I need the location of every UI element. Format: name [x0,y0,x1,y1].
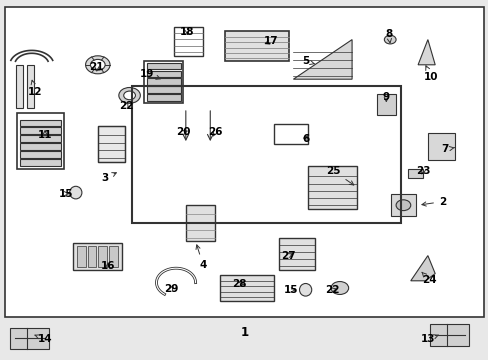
FancyBboxPatch shape [20,159,61,166]
FancyBboxPatch shape [20,135,61,142]
FancyBboxPatch shape [87,246,96,267]
Circle shape [384,35,395,44]
Ellipse shape [299,284,311,296]
Text: 26: 26 [207,127,222,138]
Text: 16: 16 [100,261,115,271]
Circle shape [330,282,348,294]
Polygon shape [417,40,434,65]
FancyBboxPatch shape [146,78,181,85]
Polygon shape [410,256,434,281]
FancyBboxPatch shape [376,94,395,115]
Text: 4: 4 [196,245,206,270]
Text: 1: 1 [240,327,248,339]
Text: 22: 22 [119,101,133,111]
Text: 29: 29 [163,284,178,294]
Text: 15: 15 [59,189,73,199]
Text: 23: 23 [415,166,429,176]
Circle shape [90,59,105,70]
Text: 18: 18 [180,27,194,37]
FancyBboxPatch shape [77,246,85,267]
Text: 24: 24 [421,272,436,285]
Text: 12: 12 [28,80,42,97]
Circle shape [85,56,110,74]
Text: 25: 25 [325,166,353,185]
FancyBboxPatch shape [27,65,34,108]
Text: 22: 22 [325,285,339,295]
Polygon shape [429,324,468,346]
FancyBboxPatch shape [98,126,124,162]
Text: 7: 7 [440,144,453,154]
FancyBboxPatch shape [98,246,107,267]
FancyBboxPatch shape [20,151,61,158]
FancyBboxPatch shape [73,243,122,270]
FancyBboxPatch shape [109,246,118,267]
FancyBboxPatch shape [224,31,288,61]
Text: 20: 20 [176,127,190,138]
Text: 27: 27 [281,251,295,261]
FancyBboxPatch shape [220,275,273,301]
Text: 15: 15 [283,285,298,295]
Text: 14: 14 [35,334,52,344]
FancyBboxPatch shape [146,63,181,69]
FancyBboxPatch shape [20,143,61,150]
Text: 6: 6 [302,134,308,144]
FancyBboxPatch shape [407,169,422,178]
FancyBboxPatch shape [5,7,483,317]
FancyBboxPatch shape [20,120,61,126]
Text: 13: 13 [420,334,437,344]
Polygon shape [10,328,49,349]
FancyBboxPatch shape [16,65,23,108]
Text: 3: 3 [102,173,116,183]
Text: 28: 28 [232,279,246,289]
Text: 9: 9 [382,92,389,102]
Text: 5: 5 [302,56,314,66]
Polygon shape [293,40,351,79]
FancyBboxPatch shape [278,238,315,270]
Circle shape [123,91,135,100]
Text: 19: 19 [139,69,160,79]
FancyBboxPatch shape [427,133,454,160]
FancyBboxPatch shape [20,127,61,134]
Circle shape [119,87,140,103]
Text: 2: 2 [421,197,445,207]
Text: 11: 11 [38,130,52,140]
FancyBboxPatch shape [185,205,215,241]
Text: 21: 21 [89,62,104,72]
FancyBboxPatch shape [146,71,181,77]
Text: 17: 17 [264,36,278,46]
Text: 8: 8 [385,29,391,43]
FancyBboxPatch shape [390,194,415,216]
FancyBboxPatch shape [146,94,181,101]
FancyBboxPatch shape [146,86,181,93]
FancyBboxPatch shape [307,166,356,209]
Text: 10: 10 [423,66,438,82]
Circle shape [395,200,410,211]
Ellipse shape [69,186,81,199]
